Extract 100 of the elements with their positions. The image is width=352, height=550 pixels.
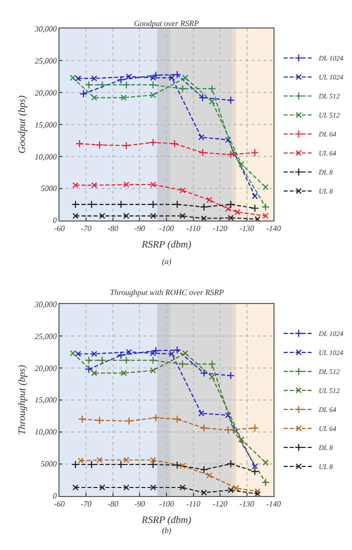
x-tick-label: -100 [159, 499, 174, 508]
point [75, 140, 84, 148]
x-tick-label: -130 [239, 224, 254, 233]
point [173, 70, 182, 79]
y-tick-label: 0 [52, 216, 57, 226]
point [254, 488, 261, 494]
point [123, 484, 130, 491]
point [149, 200, 158, 208]
point [262, 478, 270, 486]
point [168, 74, 175, 81]
point [200, 202, 208, 212]
point [228, 214, 234, 220]
x-axis-title: RSRP (dbm) [140, 240, 192, 250]
point [208, 84, 216, 93]
x-axis-title: RSRP (dbm) [140, 514, 192, 526]
point [226, 150, 235, 159]
point [226, 200, 235, 208]
point [98, 80, 106, 89]
point [72, 182, 79, 188]
y-tick-label: 15,000 [34, 396, 57, 405]
point [75, 350, 82, 357]
point [75, 75, 82, 82]
point [252, 463, 258, 470]
point [173, 200, 182, 208]
point [200, 369, 208, 378]
x-tick-label: -140 [266, 224, 281, 233]
point [198, 148, 207, 157]
chart-title: Throughput with ROHC over RSRP [110, 288, 224, 297]
point [180, 212, 186, 219]
point [98, 356, 106, 364]
point [233, 485, 240, 492]
point [91, 350, 98, 357]
x-tick-label: -130 [239, 499, 254, 508]
point [116, 200, 126, 208]
point [229, 149, 238, 158]
x-tick-label: -120 [212, 224, 228, 233]
point [70, 74, 76, 81]
point [150, 92, 156, 98]
chart-title: Goodput over RSRP [134, 19, 199, 28]
x-tick-label: -60 [54, 499, 65, 508]
point [168, 350, 175, 357]
point [152, 414, 160, 422]
point [116, 351, 126, 360]
point [122, 142, 130, 150]
point [262, 460, 269, 466]
point [225, 412, 232, 418]
text: (b) [162, 526, 172, 535]
point [70, 350, 76, 356]
point [99, 484, 106, 491]
y-tick-label: 5000 [40, 184, 57, 194]
x-tick-label: -80 [108, 224, 118, 233]
point [180, 462, 186, 469]
point [122, 356, 130, 364]
point [206, 196, 212, 203]
y-tick-label: 15,000 [34, 120, 57, 130]
point [72, 212, 79, 219]
x-tick-label: -90 [134, 224, 146, 233]
point [254, 490, 261, 496]
point [96, 416, 104, 424]
point [78, 458, 84, 464]
y-tick-label: 10,000 [34, 152, 57, 162]
point [150, 182, 156, 188]
point [224, 426, 232, 434]
y-axis-title: Goodput (bps) [16, 94, 28, 154]
point [226, 372, 235, 380]
point [200, 424, 208, 432]
point [150, 74, 156, 81]
point [262, 212, 269, 219]
point [250, 148, 259, 157]
x-tick-label: -70 [80, 499, 92, 508]
point [250, 204, 259, 212]
x-tick-label: -70 [80, 224, 92, 233]
point [252, 193, 258, 200]
point [96, 456, 103, 464]
point [250, 424, 259, 432]
point [149, 138, 158, 146]
point [123, 456, 130, 464]
point [87, 200, 96, 208]
y-tick-label: 30,000 [34, 300, 57, 309]
x-tick-label: -100 [159, 224, 174, 233]
y-tick-label: 10,000 [34, 428, 57, 437]
point [150, 212, 156, 219]
point [225, 206, 232, 212]
point [149, 356, 158, 364]
point [226, 96, 235, 104]
point [198, 134, 204, 140]
x-tick-label: -110 [186, 224, 200, 233]
x-tick-label: -80 [108, 499, 118, 508]
y-tick-label: 25,000 [34, 332, 57, 341]
point [238, 161, 245, 168]
point [149, 80, 158, 89]
point [200, 466, 208, 474]
x-tick-label: -90 [134, 499, 146, 508]
y-tick-label: 20,000 [34, 88, 57, 98]
point [173, 461, 182, 470]
point [228, 487, 234, 494]
point [206, 472, 212, 478]
point [198, 410, 204, 416]
point [152, 346, 160, 355]
point [91, 370, 98, 376]
